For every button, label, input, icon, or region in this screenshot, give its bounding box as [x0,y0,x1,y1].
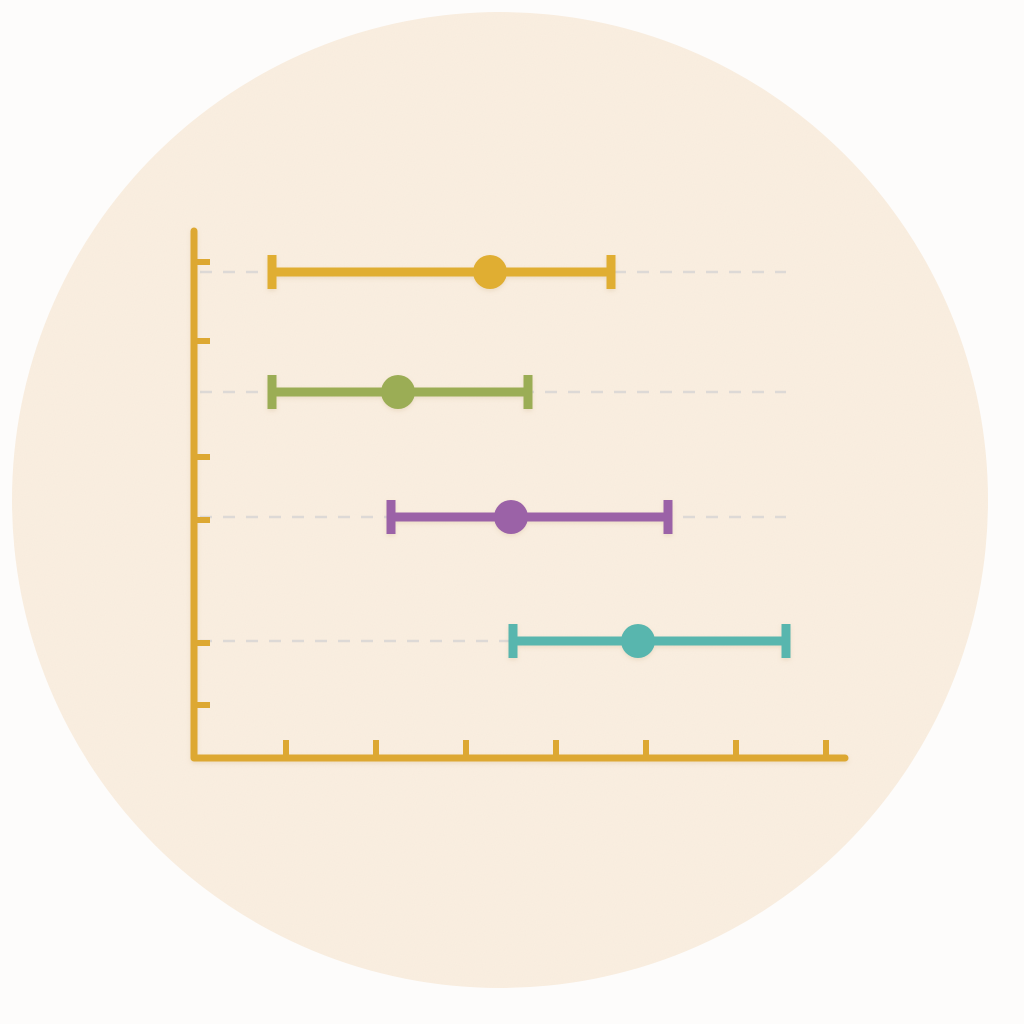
estimate-marker[interactable] [381,375,415,409]
estimate-marker[interactable] [621,624,655,658]
series-row-4[interactable] [508,624,791,658]
circular-panel-background [12,12,988,988]
axis-spine [190,227,849,762]
y-axis-ticks [194,259,210,708]
estimate-marker[interactable] [473,255,507,289]
series-row-1[interactable] [267,255,616,289]
data-series-group [267,255,791,658]
x-axis-ticks [283,740,829,758]
series-row-2[interactable] [267,375,533,409]
estimate-marker[interactable] [494,500,528,534]
series-row-3[interactable] [386,500,673,534]
axes [190,227,849,762]
